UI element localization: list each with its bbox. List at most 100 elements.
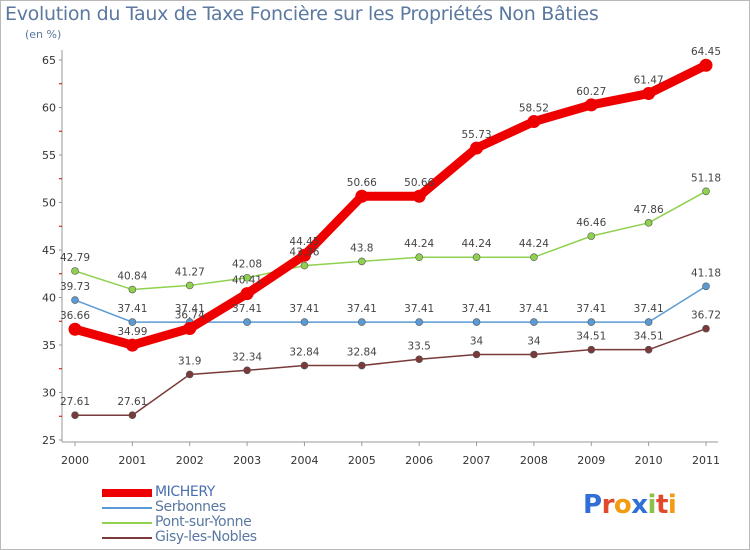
data-label-pont-sur-yonne: 40.84 [117, 271, 147, 283]
data-point-serbonnes [128, 318, 137, 326]
data-point-gisy-les-nobles [185, 370, 194, 379]
y-tick-label: 65 [42, 54, 56, 67]
data-point-pont-sur-yonne [243, 273, 251, 282]
data-label-michery: 36.74 [175, 309, 205, 321]
data-point-gisy-les-nobles [415, 355, 423, 364]
data-label-michery: 44.45 [289, 236, 319, 248]
data-label-michery: 40.41 [232, 275, 262, 287]
data-label-serbonnes: 37.41 [462, 303, 492, 315]
data-point-pont-sur-yonne [702, 187, 710, 196]
data-point-pont-sur-yonne [71, 267, 79, 275]
data-label-gisy-les-nobles: 32.84 [289, 347, 319, 359]
data-label-pont-sur-yonne: 41.27 [175, 266, 205, 278]
x-tick-label: 2001 [118, 454, 146, 467]
data-label-serbonnes: 37.41 [576, 303, 606, 315]
logo-letter: x [631, 490, 648, 520]
x-tick-label: 2000 [61, 454, 89, 467]
data-label-gisy-les-nobles: 34 [470, 336, 484, 348]
data-label-gisy-les-nobles: 36.72 [691, 310, 721, 322]
data-label-serbonnes: 37.41 [519, 303, 549, 315]
series-line-gisy-les-nobles [74, 327, 707, 416]
data-point-pont-sur-yonne [358, 257, 366, 266]
y-tick-label: 25 [42, 434, 56, 447]
y-tick-label: 45 [42, 244, 56, 257]
logo-letter: P [583, 490, 602, 520]
legend-label: Pont-sur-Yonne [155, 514, 252, 530]
data-label-pont-sur-yonne: 42.79 [60, 252, 90, 264]
data-point-pont-sur-yonne [415, 253, 423, 262]
x-tick-label: 2009 [577, 454, 605, 467]
data-labels-layer: 36.66 34.99 36.74 40.41 44.45 50.66 50.66 55.73… [60, 46, 721, 408]
series-layer [68, 58, 713, 420]
data-label-pont-sur-yonne: 51.18 [691, 172, 721, 184]
data-label-serbonnes: 39.73 [60, 281, 90, 293]
data-point-gisy-les-nobles [128, 411, 137, 420]
x-tick-label: 2006 [405, 454, 433, 467]
data-label-michery: 50.66 [347, 177, 377, 189]
data-point-serbonnes [702, 282, 710, 291]
data-label-michery: 50.66 [404, 177, 434, 189]
x-tick-label: 2011 [692, 454, 720, 467]
data-point-michery [68, 322, 82, 336]
logo-letter: r [601, 490, 615, 520]
legend-swatch [102, 537, 152, 539]
data-point-gisy-les-nobles [71, 411, 79, 420]
data-label-michery: 58.52 [519, 103, 549, 115]
logo-letter: i [647, 490, 657, 520]
y-tick-label: 60 [42, 102, 56, 115]
data-point-michery [642, 87, 656, 101]
x-tick-label: 2010 [635, 454, 663, 467]
data-label-serbonnes: 37.41 [634, 303, 664, 315]
data-label-michery: 55.73 [462, 129, 492, 141]
data-label-michery: 36.66 [60, 310, 90, 322]
data-label-michery: 60.27 [576, 86, 606, 98]
series-line-pont-sur-yonne [74, 190, 707, 291]
data-label-michery: 61.47 [634, 75, 664, 87]
data-label-gisy-les-nobles: 34.51 [634, 331, 664, 343]
data-label-gisy-les-nobles: 31.9 [178, 355, 201, 367]
data-point-gisy-les-nobles [644, 345, 653, 354]
data-label-gisy-les-nobles: 27.61 [60, 396, 90, 408]
legend-label: Gisy-les-Nobles [155, 529, 257, 545]
y-tick-label: 35 [42, 339, 56, 352]
data-point-pont-sur-yonne [128, 285, 137, 294]
data-label-michery: 34.99 [117, 326, 147, 338]
y-tick-label: 30 [42, 387, 56, 400]
line-chart: 25 30 35 40 45 50 55 60 65 2000 2001 2002 2003 2004 20… [42, 46, 721, 467]
x-tick-label: 2003 [233, 454, 261, 467]
data-point-gisy-les-nobles [472, 350, 481, 359]
data-label-gisy-les-nobles: 34 [527, 336, 541, 348]
data-label-pont-sur-yonne: 44.24 [519, 238, 549, 250]
data-point-gisy-les-nobles [587, 345, 596, 354]
data-point-michery [297, 248, 311, 262]
legend-swatch [102, 507, 152, 509]
series-line-serbonnes [74, 285, 707, 323]
data-label-serbonnes: 37.41 [117, 303, 147, 315]
data-point-pont-sur-yonne [587, 232, 596, 240]
data-label-pont-sur-yonne: 43.8 [350, 242, 373, 254]
data-label-pont-sur-yonne: 43.36 [289, 247, 319, 259]
data-label-gisy-les-nobles: 33.5 [407, 340, 430, 352]
data-label-pont-sur-yonne: 44.24 [404, 238, 434, 250]
data-label-serbonnes: 41.18 [691, 267, 721, 279]
data-label-michery: 64.45 [691, 46, 721, 58]
x-tick-label: 2004 [290, 454, 318, 467]
data-point-michery [355, 189, 369, 203]
data-point-michery [240, 287, 254, 301]
data-point-serbonnes [415, 318, 423, 326]
y-unit-label: (en %) [25, 28, 62, 41]
data-label-pont-sur-yonne: 44.24 [462, 238, 492, 250]
y-tick-label: 40 [42, 292, 56, 305]
chart-title: Evolution du Taux de Taxe Foncière sur l… [5, 3, 599, 25]
data-point-serbonnes [587, 318, 596, 326]
data-label-pont-sur-yonne: 42.08 [232, 259, 262, 271]
legend-label: MICHERY [155, 484, 215, 500]
x-tick-label: 2007 [463, 454, 491, 467]
data-point-pont-sur-yonne [644, 219, 653, 227]
data-label-pont-sur-yonne: 47.86 [634, 204, 664, 216]
data-point-gisy-les-nobles [530, 350, 538, 359]
x-tick-label: 2005 [348, 454, 376, 467]
chart-axes: 25 30 35 40 45 50 55 60 65 2000 2001 2002 2003 2004 20… [42, 50, 720, 467]
data-point-michery [527, 115, 541, 129]
legend-swatch [102, 489, 152, 497]
